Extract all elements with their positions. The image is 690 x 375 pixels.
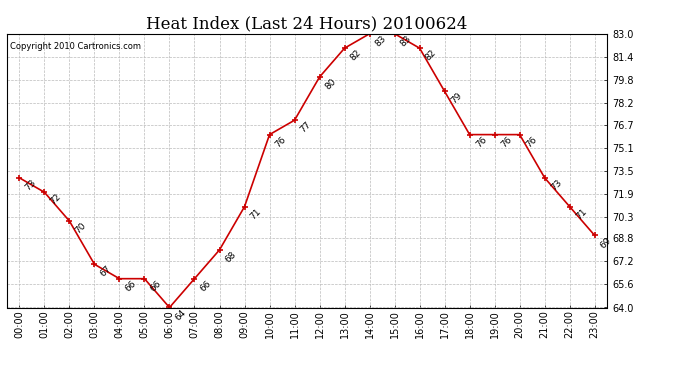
Text: 66: 66 bbox=[148, 279, 163, 293]
Text: 76: 76 bbox=[524, 135, 538, 149]
Text: 80: 80 bbox=[324, 77, 338, 92]
Text: 79: 79 bbox=[448, 92, 463, 106]
Text: 71: 71 bbox=[574, 207, 589, 221]
Text: 76: 76 bbox=[274, 135, 288, 149]
Text: 83: 83 bbox=[399, 34, 413, 48]
Text: 70: 70 bbox=[74, 221, 88, 236]
Text: 66: 66 bbox=[199, 279, 213, 293]
Text: Copyright 2010 Cartronics.com: Copyright 2010 Cartronics.com bbox=[10, 42, 141, 51]
Text: 73: 73 bbox=[549, 178, 563, 192]
Text: 76: 76 bbox=[474, 135, 489, 149]
Text: 71: 71 bbox=[248, 207, 263, 221]
Text: 67: 67 bbox=[99, 264, 113, 279]
Text: 83: 83 bbox=[374, 34, 388, 48]
Title: Heat Index (Last 24 Hours) 20100624: Heat Index (Last 24 Hours) 20100624 bbox=[146, 15, 468, 32]
Text: 64: 64 bbox=[174, 308, 188, 322]
Text: 68: 68 bbox=[224, 250, 238, 264]
Text: 82: 82 bbox=[424, 48, 438, 63]
Text: 77: 77 bbox=[299, 120, 313, 135]
Text: 69: 69 bbox=[599, 236, 613, 250]
Text: 82: 82 bbox=[348, 48, 363, 63]
Text: 66: 66 bbox=[124, 279, 138, 293]
Text: 73: 73 bbox=[23, 178, 38, 192]
Text: 72: 72 bbox=[48, 192, 63, 207]
Text: 76: 76 bbox=[499, 135, 513, 149]
